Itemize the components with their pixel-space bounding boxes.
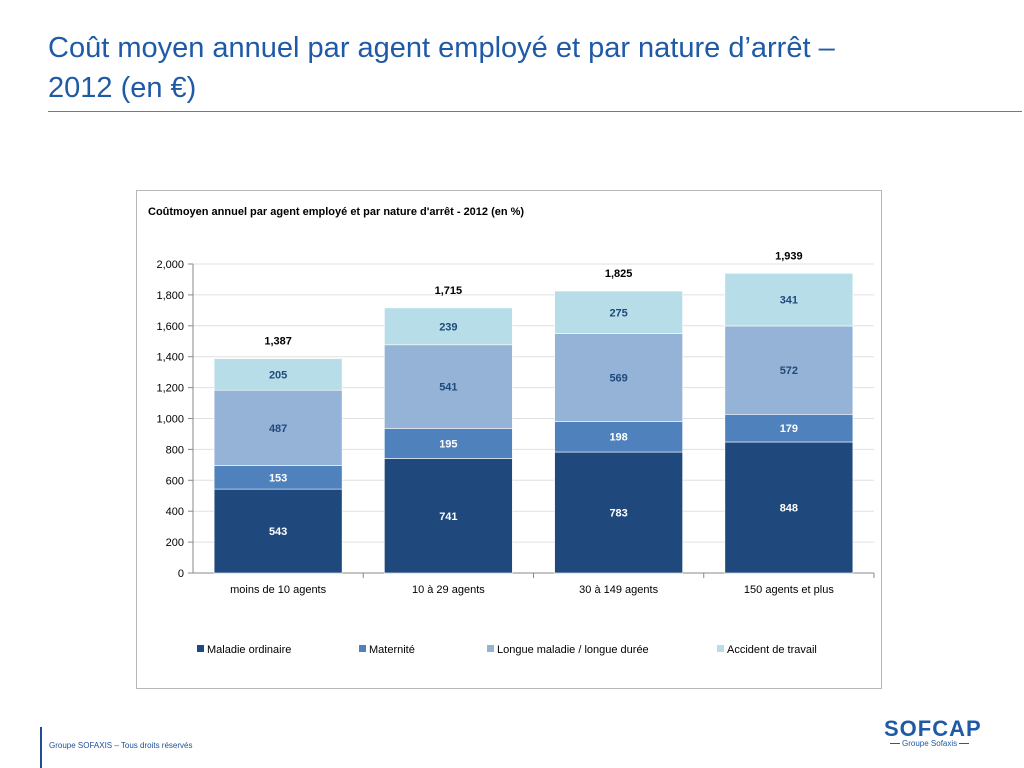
data-label: 572 xyxy=(780,365,798,377)
title-divider xyxy=(48,111,1022,112)
slide-title-line-1: Coût moyen annuel par agent employé et p… xyxy=(48,32,835,64)
y-tick-label: 1,200 xyxy=(156,383,184,395)
sofcap-logo: SOFCAP Groupe Sofaxis xyxy=(884,716,981,750)
data-label: 198 xyxy=(609,432,627,444)
bar-segment xyxy=(384,428,513,459)
legend-label: Maternité xyxy=(369,644,415,656)
data-label: 275 xyxy=(609,307,627,319)
y-tick-label: 2,000 xyxy=(156,259,184,271)
legend-label: Maladie ordinaire xyxy=(207,644,291,656)
chart-title: Coûtmoyen annuel par agent employé et pa… xyxy=(148,206,524,218)
slide-title: Coût moyen annuel par agent employé et p… xyxy=(48,28,948,108)
bar-segment xyxy=(724,414,854,443)
chart-frame: Coûtmoyen annuel par agent employé et pa… xyxy=(136,190,882,689)
data-label: 741 xyxy=(439,511,457,523)
y-tick-label: 1,600 xyxy=(156,321,184,333)
bar-segment xyxy=(384,458,513,574)
total-label: 1,825 xyxy=(605,268,633,280)
bar-segment xyxy=(554,290,683,334)
bar-segment xyxy=(554,421,683,453)
y-tick-label: 0 xyxy=(178,568,184,580)
legend-swatch xyxy=(197,645,204,652)
y-tick-label: 1,400 xyxy=(156,352,184,364)
y-tick-label: 600 xyxy=(166,475,184,487)
bar-segment xyxy=(724,325,854,415)
legend-swatch xyxy=(487,645,494,652)
y-tick-label: 800 xyxy=(166,444,184,456)
bar-segment xyxy=(384,307,513,346)
x-tick-label: 30 à 149 agents xyxy=(579,584,658,596)
legend-label: Accident de travail xyxy=(727,644,817,656)
legend-label: Longue maladie / longue durée xyxy=(497,644,649,656)
stacked-bar-chart: Coûtmoyen annuel par agent employé et pa… xyxy=(148,206,875,656)
data-label: 541 xyxy=(439,382,457,394)
x-tick-label: 10 à 29 agents xyxy=(412,584,485,596)
bar-segment xyxy=(213,358,343,391)
legend-swatch xyxy=(717,645,724,652)
data-label: 487 xyxy=(269,423,287,435)
logo-tagline: Groupe Sofaxis xyxy=(888,739,971,748)
data-label: 569 xyxy=(609,372,627,384)
x-tick-label: 150 agents et plus xyxy=(744,584,834,596)
y-tick-label: 400 xyxy=(166,506,184,518)
bar-segment xyxy=(213,488,343,574)
data-label: 205 xyxy=(269,369,287,381)
footer-accent-line xyxy=(40,727,42,768)
total-label: 1,715 xyxy=(435,285,463,297)
bar-segment xyxy=(724,272,854,327)
data-label: 341 xyxy=(780,295,798,307)
bar-segment xyxy=(384,344,513,429)
x-tick-label: moins de 10 agents xyxy=(230,584,327,596)
data-label: 543 xyxy=(269,526,287,538)
total-label: 1,387 xyxy=(264,336,292,348)
logo-wordmark: SOFCAP xyxy=(884,716,982,741)
y-tick-label: 1,800 xyxy=(156,290,184,302)
legend-swatch xyxy=(359,645,366,652)
footer-copyright: Groupe SOFAXIS – Tous droits réservés xyxy=(49,741,193,750)
total-label: 1,939 xyxy=(775,250,803,262)
bar-segment xyxy=(554,333,683,422)
data-label: 239 xyxy=(439,321,457,333)
data-label: 848 xyxy=(780,502,798,514)
y-tick-label: 200 xyxy=(166,537,184,549)
y-tick-label: 1,000 xyxy=(156,414,184,426)
slide-title-line-2: 2012 (en €) xyxy=(48,72,197,104)
bar-segment xyxy=(213,389,343,466)
data-label: 153 xyxy=(269,472,287,484)
data-label: 195 xyxy=(439,438,457,450)
data-label: 783 xyxy=(609,508,627,520)
bar-segment xyxy=(554,451,683,574)
data-label: 179 xyxy=(780,423,798,435)
bar-segment xyxy=(724,441,854,574)
